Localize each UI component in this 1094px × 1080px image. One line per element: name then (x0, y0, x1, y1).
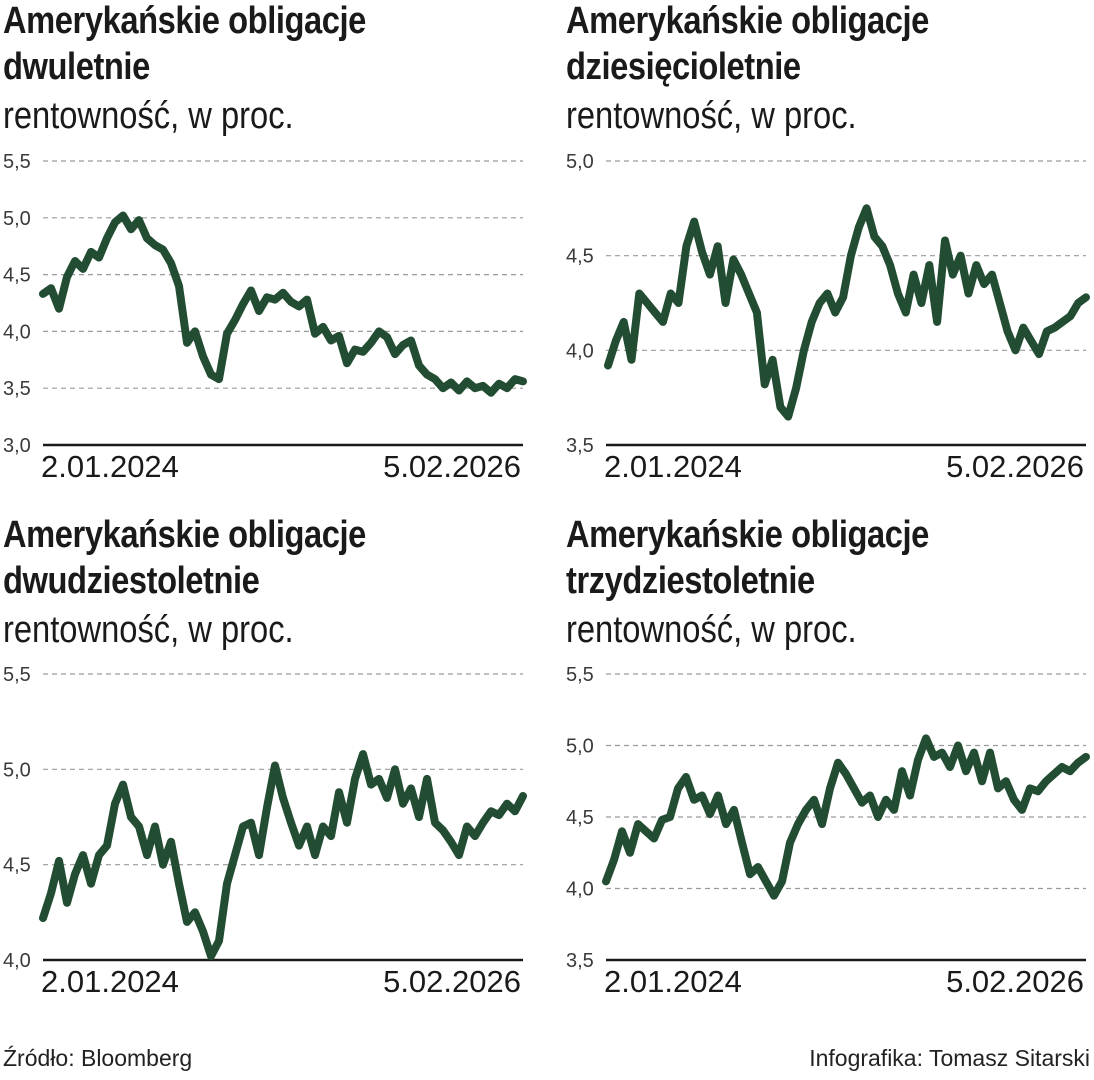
y-tick-label: 4,0 (566, 340, 594, 362)
series-line (602, 734, 1090, 900)
y-tick-label: 5,5 (3, 664, 31, 686)
x-tick-label-end: 5.02.2026 (383, 964, 521, 999)
chart-title: Amerykańskie obligacje (3, 0, 366, 42)
x-tick-label-start: 2.01.2024 (41, 964, 179, 999)
y-tick-label: 4,5 (566, 807, 594, 829)
y-tick-label: 3,5 (566, 950, 594, 972)
x-tick-label-start: 2.01.2024 (604, 964, 742, 999)
line-chart-2y: 5,5 5,0 4,5 4,0 3,5 3,0 2.01.2024 5.02.2026 (3, 151, 527, 484)
chart-subtitle: rentowność, w proc. (566, 609, 857, 651)
y-tick-label: 5,0 (566, 736, 594, 758)
x-tick-label-end: 5.02.2026 (946, 964, 1084, 999)
y-tick-label: 5,0 (3, 208, 31, 230)
chart-title: Amerykańskie obligacje (566, 0, 929, 42)
series-line (39, 750, 527, 961)
chart-title: Amerykańskie obligacje (3, 514, 366, 556)
line-chart-10y: 5,0 4,5 4,0 3,5 2.01.2024 5.02.2026 (566, 151, 1090, 484)
chart-panel-30y: Amerykańskie obligacje trzydziestoletnie… (566, 512, 1090, 1012)
y-tick-label: 3,0 (3, 435, 31, 457)
y-tick-label: 4,5 (3, 855, 31, 877)
chart-title-line2: dziesięcioletnie (566, 46, 801, 88)
series-line (604, 204, 1090, 421)
line-chart-30y: 5,5 5,0 4,5 4,0 3,5 2.01.2024 5.02.2026 (566, 664, 1090, 999)
y-tick-label: 5,5 (566, 664, 594, 686)
x-tick-label-start: 2.01.2024 (41, 449, 179, 484)
x-tick-label-end: 5.02.2026 (946, 449, 1084, 484)
y-tick-label: 4,0 (3, 321, 31, 343)
chart-subtitle: rentowność, w proc. (3, 95, 294, 137)
chart-title-line2: trzydziestoletnie (566, 560, 815, 602)
chart-title-line2: dwudziestoletnie (3, 560, 260, 602)
chart-panel-20y: Amerykańskie obligacje dwudziestoletnie … (3, 512, 527, 1012)
y-tick-label: 3,5 (3, 378, 31, 400)
chart-panel-2y: Amerykańskie obligacje dwuletnie rentown… (3, 0, 527, 500)
series-line (39, 211, 527, 397)
y-tick-label: 5,0 (3, 759, 31, 781)
y-tick-label: 4,5 (566, 246, 594, 268)
chart-title-line2: dwuletnie (3, 46, 150, 88)
y-tick-label: 4,0 (3, 950, 31, 972)
source-note: Źródło: Bloomberg (3, 1045, 193, 1071)
y-tick-label: 5,0 (566, 151, 594, 173)
y-tick-label: 4,0 (566, 879, 594, 901)
x-tick-label-start: 2.01.2024 (604, 449, 742, 484)
y-tick-label: 4,5 (3, 265, 31, 287)
chart-subtitle: rentowność, w proc. (566, 95, 857, 137)
chart-panel-10y: Amerykańskie obligacje dziesięcioletnie … (566, 0, 1090, 500)
chart-title: Amerykańskie obligacje (566, 514, 929, 556)
chart-subtitle: rentowność, w proc. (3, 609, 294, 651)
x-tick-label-end: 5.02.2026 (383, 449, 521, 484)
y-tick-label: 5,5 (3, 151, 31, 173)
y-tick-label: 3,5 (566, 435, 594, 457)
line-chart-20y: 5,5 5,0 4,5 4,0 2.01.2024 5.02.2026 (3, 664, 527, 999)
credit-note: Infografika: Tomasz Sitarski (809, 1045, 1090, 1071)
